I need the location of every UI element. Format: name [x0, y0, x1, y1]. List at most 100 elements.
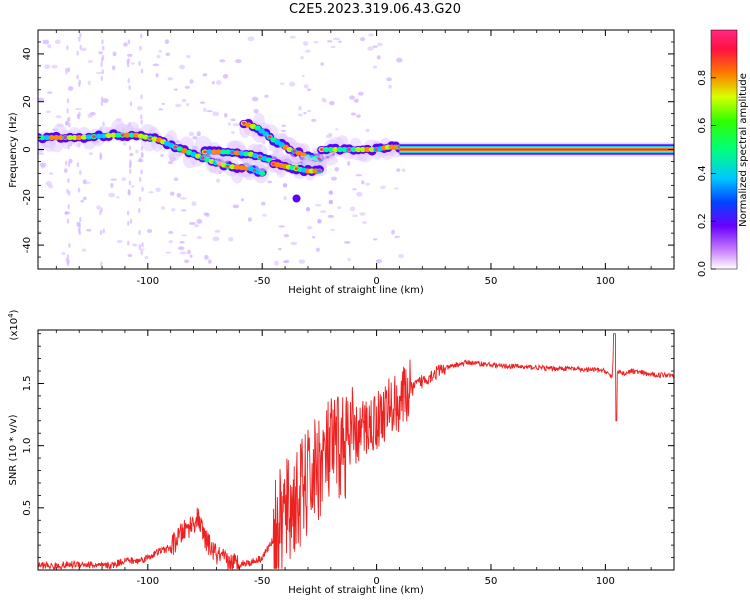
noise-speck	[253, 108, 259, 114]
noise-streak	[99, 153, 103, 159]
spectrogram-axes: -100 -50 0 50 100 -40 -20 0 20 40	[22, 29, 675, 287]
noise-speck	[199, 101, 206, 104]
noise-speck	[391, 229, 395, 235]
ridge-max	[173, 145, 178, 149]
noise-speck	[396, 168, 401, 172]
noise-speck	[219, 59, 226, 63]
noise-speck	[224, 113, 228, 118]
noise-speck	[394, 187, 399, 190]
noise-speck	[232, 204, 240, 209]
noise-speck	[55, 115, 62, 119]
noise-speck	[189, 79, 194, 84]
noise-speck	[306, 88, 312, 91]
noise-speck	[165, 251, 172, 254]
colorbar-tick-label: 0.2	[697, 213, 708, 229]
noise-streak	[126, 210, 130, 216]
noise-speck	[386, 77, 392, 82]
noise-speck	[375, 259, 382, 264]
noise-streak	[66, 218, 70, 224]
snr-y-multiplier: (x104)	[7, 309, 20, 340]
noise-speck	[304, 49, 311, 53]
ridge-max	[292, 149, 297, 153]
noise-speck	[394, 235, 400, 238]
x-tick-label: -100	[136, 276, 159, 287]
noise-streak	[128, 145, 132, 151]
noise-streak	[139, 45, 142, 51]
noise-speck	[247, 36, 255, 42]
noise-speck	[196, 218, 203, 224]
noise-streak	[127, 240, 130, 246]
noise-speck	[110, 178, 117, 181]
noise-streak	[129, 101, 133, 107]
noise-speck	[178, 246, 185, 251]
noise-speck	[96, 71, 103, 74]
ridge-peak	[220, 149, 227, 155]
noise-speck	[168, 231, 174, 234]
noise-streak	[78, 36, 81, 42]
ridge-peak	[57, 134, 65, 141]
noise-speck	[232, 123, 240, 127]
x-tick-label: 50	[485, 276, 498, 287]
noise-speck	[240, 198, 245, 202]
ridge-peak	[48, 134, 55, 141]
noise-speck	[186, 55, 191, 59]
noise-speck	[181, 234, 188, 237]
noise-speck	[289, 35, 296, 39]
snr-x-label: Height of straight line (km)	[288, 585, 424, 596]
noise-speck	[365, 128, 370, 133]
spectrogram-heatmap	[38, 32, 674, 267]
noise-speck	[235, 59, 242, 64]
noise-speck	[311, 118, 317, 122]
noise-speck	[376, 55, 381, 60]
noise-speck	[325, 134, 333, 139]
noise-speck	[337, 40, 342, 43]
noise-speck	[212, 236, 220, 242]
x-tick-label: 0	[373, 276, 379, 287]
noise-speck	[146, 228, 153, 234]
noise-streak	[79, 217, 82, 223]
noise-speck	[306, 109, 312, 113]
noise-speck	[208, 259, 212, 264]
noise-speck	[196, 235, 202, 240]
noise-speck	[227, 236, 234, 242]
noise-speck	[281, 124, 286, 128]
ridge-peak	[105, 132, 112, 139]
noise-streak	[129, 218, 133, 224]
noise-speck	[112, 51, 117, 57]
noise-speck	[161, 102, 166, 105]
colorbar-label: Normalized spectral amplitude	[738, 73, 749, 227]
noise-speck	[175, 103, 182, 108]
noise-speck	[86, 228, 92, 232]
noise-speck	[301, 74, 305, 78]
noise-speck	[179, 251, 187, 255]
noise-speck	[39, 162, 47, 167]
noise-streak	[99, 210, 102, 216]
x-tick-label: -100	[136, 576, 159, 587]
noise-streak	[127, 220, 130, 226]
noise-streak	[138, 208, 141, 214]
noise-speck	[122, 142, 127, 146]
ridge-peak	[43, 134, 51, 141]
noise-speck	[330, 45, 336, 49]
ridge-peak	[71, 134, 78, 141]
x-tick-label: 0	[373, 576, 379, 587]
noise-streak	[139, 156, 142, 162]
noise-speck	[313, 41, 319, 44]
x-tick-label: -50	[254, 576, 270, 587]
noise-streak	[102, 121, 105, 127]
ridge-peak	[80, 134, 88, 140]
noise-speck	[47, 91, 53, 94]
noise-speck	[80, 199, 85, 203]
faint-spot	[305, 207, 311, 212]
noise-streak	[66, 45, 69, 51]
noise-speck	[349, 206, 356, 212]
noise-speck	[320, 210, 327, 214]
noise-streak	[141, 186, 144, 192]
ridge-peak	[341, 146, 348, 153]
noise-speck	[206, 110, 213, 113]
noise-speck	[47, 43, 52, 49]
noise-speck	[350, 112, 357, 116]
noise-speck	[355, 174, 362, 177]
noise-speck	[48, 172, 54, 175]
noise-speck	[372, 65, 378, 69]
